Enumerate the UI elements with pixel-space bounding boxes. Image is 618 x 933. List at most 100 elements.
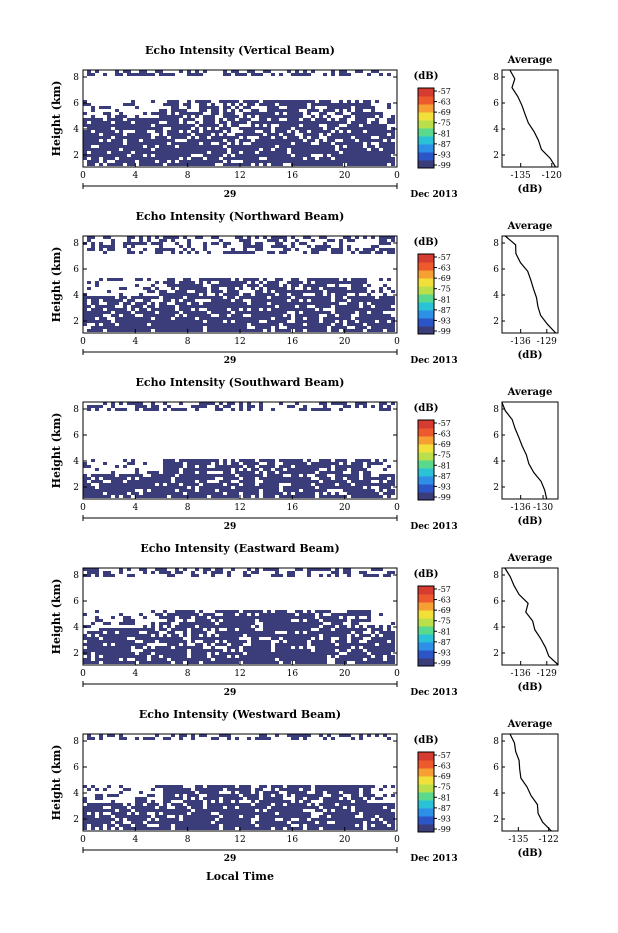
heatmap-cell — [123, 160, 127, 163]
heatmap-cell — [391, 157, 395, 160]
heatmap-cell — [303, 106, 307, 109]
heatmap-cell — [91, 157, 95, 160]
heatmap-cell — [171, 462, 175, 465]
heatmap-cell — [147, 794, 151, 797]
colorbar-swatch — [418, 286, 434, 295]
heatmap-cell — [355, 459, 359, 462]
heatmap-cell — [243, 100, 247, 103]
heatmap-cell — [191, 471, 195, 474]
average-y-tick-label: 2 — [493, 317, 499, 327]
heatmap-cell — [375, 646, 379, 649]
heatmap-cell — [251, 483, 255, 486]
heatmap-cell — [375, 305, 379, 308]
heatmap-cell — [215, 571, 219, 574]
heatmap-cell — [371, 248, 375, 251]
heatmap-cell — [243, 311, 247, 314]
heatmap-cell — [391, 489, 395, 492]
heatmap-cell — [295, 329, 299, 332]
heatmap-cell — [275, 136, 279, 139]
heatmap-cell — [327, 245, 331, 248]
heatmap-cell — [383, 643, 387, 646]
heatmap-cell — [171, 320, 175, 323]
heatmap-cell — [223, 100, 227, 103]
heatmap-cell — [211, 139, 215, 142]
heatmap-cell — [163, 323, 167, 326]
heatmap-cell — [183, 649, 187, 652]
heatmap-cell — [239, 655, 243, 658]
heatmap-cell — [107, 248, 111, 251]
heatmap-cell — [323, 109, 327, 112]
heatmap-cell — [359, 625, 363, 628]
heatmap-cell — [279, 574, 283, 577]
heatmap-cell — [387, 625, 391, 628]
heatmap-cell — [183, 495, 187, 498]
date-label: Dec 2013 — [410, 522, 457, 532]
heatmap-cell — [343, 311, 347, 314]
heatmap-cell — [211, 495, 215, 498]
heatmap-cell — [375, 492, 379, 495]
heatmap-cell — [251, 109, 255, 112]
heatmap-cell — [139, 142, 143, 145]
heatmap-cell — [355, 405, 359, 408]
heatmap-cell — [115, 649, 119, 652]
heatmap-cell — [387, 154, 391, 157]
heatmap-cell — [255, 293, 259, 296]
heatmap-cell — [183, 616, 187, 619]
heatmap-cell — [351, 103, 355, 106]
heatmap-cell — [151, 242, 155, 245]
heatmap-cell — [235, 278, 239, 281]
heatmap-cell — [331, 136, 335, 139]
heatmap-cell — [355, 284, 359, 287]
heatmap-cell — [291, 489, 295, 492]
heatmap-cell — [171, 284, 175, 287]
heatmap-cell — [247, 157, 251, 160]
heatmap-cell — [331, 121, 335, 124]
heatmap-cell — [299, 610, 303, 613]
heatmap-cell — [291, 287, 295, 290]
heatmap-cell — [175, 326, 179, 329]
heatmap-cell — [263, 622, 267, 625]
heatmap-cell — [243, 459, 247, 462]
heatmap-cell — [219, 655, 223, 658]
heatmap-cell — [331, 251, 335, 254]
heatmap-cell — [275, 483, 279, 486]
heatmap-cell — [367, 489, 371, 492]
heatmap-cell — [139, 145, 143, 148]
heatmap-cell — [215, 305, 219, 308]
heatmap-cell — [255, 492, 259, 495]
heatmap-cell — [123, 314, 127, 317]
heatmap-cell — [147, 486, 151, 489]
heatmap-cell — [211, 287, 215, 290]
heatmap-cell — [203, 317, 207, 320]
heatmap-cell — [203, 154, 207, 157]
heatmap-cell — [235, 305, 239, 308]
heatmap-cell — [279, 124, 283, 127]
heatmap-cell — [307, 142, 311, 145]
heatmap-cell — [387, 251, 391, 254]
heatmap-cell — [319, 127, 323, 130]
heatmap-cell — [323, 480, 327, 483]
heatmap-cell — [227, 326, 231, 329]
heatmap-cell — [283, 661, 287, 664]
heatmap-cell — [115, 477, 119, 480]
heatmap-cell — [315, 305, 319, 308]
heatmap-cell — [163, 462, 167, 465]
heatmap-cell — [207, 142, 211, 145]
heatmap-cell — [319, 610, 323, 613]
heatmap-cell — [295, 302, 299, 305]
heatmap-cell — [367, 613, 371, 616]
heatmap-cell — [211, 613, 215, 616]
heatmap-cell — [303, 160, 307, 163]
heatmap-cell — [139, 821, 143, 824]
heatmap-cell — [375, 133, 379, 136]
heatmap-cell — [115, 145, 119, 148]
panel-3: Echo Intensity (Eastward Beam)Height (km… — [50, 542, 558, 698]
heatmap-cell — [119, 818, 123, 821]
heatmap-cell — [283, 305, 287, 308]
heatmap-cell — [271, 616, 275, 619]
heatmap-cell — [383, 296, 387, 299]
heatmap-cell — [359, 127, 363, 130]
heatmap-cell — [171, 293, 175, 296]
heatmap-cell — [315, 622, 319, 625]
heatmap-cell — [147, 118, 151, 121]
